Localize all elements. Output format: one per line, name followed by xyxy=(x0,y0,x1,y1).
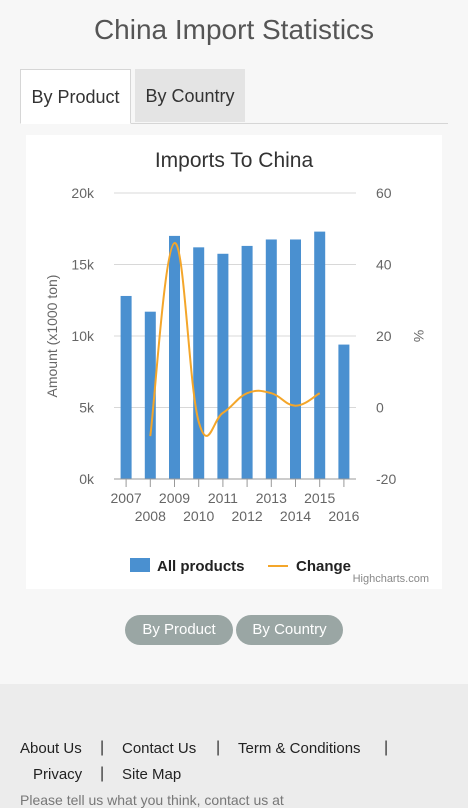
main-content: China Import Statistics By Product By Co… xyxy=(0,0,468,684)
y-axis-title: Amount (x1000 ton) xyxy=(44,275,60,398)
x-tick-label: 2014 xyxy=(280,508,311,524)
bar xyxy=(144,311,156,479)
y2-tick-label: -20 xyxy=(376,471,396,487)
y-tick-label: 20k xyxy=(71,185,95,201)
bar xyxy=(241,245,253,479)
footer-separator: | xyxy=(100,739,105,756)
terms-link[interactable]: Term & Conditions xyxy=(238,740,361,757)
about-us-link[interactable]: About Us xyxy=(20,740,82,757)
x-tick-label: 2009 xyxy=(159,490,190,506)
footer: About Us | Contact Us | Term & Condition… xyxy=(0,684,468,800)
change-line xyxy=(149,242,321,437)
y-tick-label: 5k xyxy=(79,400,95,416)
highcharts-credit: Highcharts.com xyxy=(353,573,429,585)
chart-container: Imports To China 0k 5k 10k 15k 20k -20 0 20 40 60 A… xyxy=(26,135,442,589)
y-tick-label: 15k xyxy=(71,257,95,273)
x-tick-label: 2011 xyxy=(208,490,238,506)
bar xyxy=(120,295,132,479)
view-buttons: By Product By Country xyxy=(0,615,468,645)
y2-tick-label: 0 xyxy=(376,400,384,416)
contact-us-link[interactable]: Contact Us xyxy=(122,740,197,757)
by-country-button[interactable]: By Country xyxy=(236,615,343,645)
bar xyxy=(314,231,326,479)
x-tick-label: 2013 xyxy=(256,490,287,506)
footer-separator: | xyxy=(216,739,221,756)
footer-separator: | xyxy=(384,739,389,756)
tab-by-country[interactable]: By Country xyxy=(135,69,245,122)
x-tick-label: 2010 xyxy=(183,508,214,524)
y-tick-label: 10k xyxy=(71,328,95,344)
chart-title: Imports To China xyxy=(155,149,314,172)
privacy-link[interactable]: Privacy xyxy=(33,766,83,783)
x-tick-label: 2015 xyxy=(304,490,335,506)
x-tick-label: 2012 xyxy=(232,508,263,524)
page-title: China Import Statistics xyxy=(93,14,375,45)
bar xyxy=(265,239,277,479)
bar xyxy=(338,344,350,479)
y2-axis-title: % xyxy=(411,330,427,342)
x-tick-label: 2008 xyxy=(135,508,166,524)
x-tick-label: 2016 xyxy=(328,508,359,524)
legend-label-all-products: All products xyxy=(157,558,245,575)
imports-chart: Imports To China 0k 5k 10k 15k 20k -20 0 20 40 60 A… xyxy=(44,149,429,585)
by-product-button[interactable]: By Product xyxy=(125,615,233,645)
bar xyxy=(193,247,205,479)
tab-by-product[interactable]: By Product xyxy=(20,69,131,124)
bar xyxy=(217,253,229,479)
tab-bar: By Product By Country xyxy=(20,69,448,124)
legend-label-change: Change xyxy=(296,558,351,575)
y2-tick-label: 60 xyxy=(376,185,392,201)
footer-note: Please tell us what you think, contact u… xyxy=(20,792,284,808)
y2-tick-label: 20 xyxy=(376,328,392,344)
y-tick-label: 0k xyxy=(79,471,95,487)
y2-tick-label: 40 xyxy=(376,257,392,273)
legend-bar-swatch xyxy=(130,558,150,572)
x-tick-label: 2007 xyxy=(111,490,142,506)
site-map-link[interactable]: Site Map xyxy=(122,766,182,783)
footer-separator: | xyxy=(100,765,105,782)
bar xyxy=(290,239,301,479)
bar xyxy=(169,235,180,479)
